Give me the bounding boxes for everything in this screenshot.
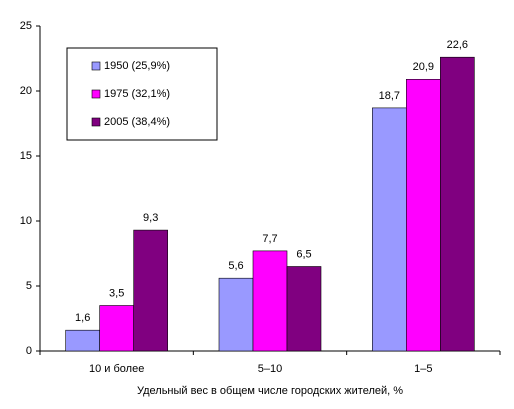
- bar: [218, 277, 254, 352]
- y-tick-label: 20: [20, 85, 32, 97]
- bar: [99, 305, 134, 352]
- y-tick-label: 10: [20, 215, 32, 227]
- x-tick-label: 10 и более: [89, 363, 144, 375]
- value-label: 22,6: [447, 39, 468, 51]
- bar: [406, 79, 441, 352]
- x-tick-label: 5–10: [258, 363, 282, 375]
- value-label: 3,5: [109, 287, 124, 299]
- value-label: 6,5: [296, 248, 311, 260]
- x-axis-title: Удельный вес в общем числе городских жит…: [137, 385, 403, 397]
- legend-label: 2005 (38,4%): [104, 116, 170, 128]
- bar: [440, 56, 475, 352]
- y-tick-label: 15: [20, 150, 32, 162]
- bar: [286, 266, 322, 352]
- y-tick-label: 5: [26, 280, 32, 292]
- value-label: 9,3: [143, 212, 158, 224]
- legend-swatch: [91, 61, 101, 71]
- value-label: 5,6: [228, 260, 243, 272]
- value-label: 18,7: [379, 90, 400, 102]
- x-tick-label: 1–5: [414, 363, 432, 375]
- bar: [65, 329, 100, 352]
- legend-label: 1950 (25,9%): [104, 60, 170, 72]
- value-label: 7,7: [262, 233, 277, 245]
- bar: [133, 229, 168, 352]
- legend-swatch: [91, 117, 101, 127]
- bar: [372, 107, 407, 352]
- value-label: 1,6: [75, 312, 90, 324]
- bar: [252, 250, 288, 352]
- legend-swatch: [91, 89, 101, 99]
- value-label: 20,9: [413, 61, 434, 73]
- legend-label: 1975 (32,1%): [104, 88, 170, 100]
- y-tick-label: 25: [20, 20, 32, 32]
- y-tick-label: 0: [26, 345, 32, 357]
